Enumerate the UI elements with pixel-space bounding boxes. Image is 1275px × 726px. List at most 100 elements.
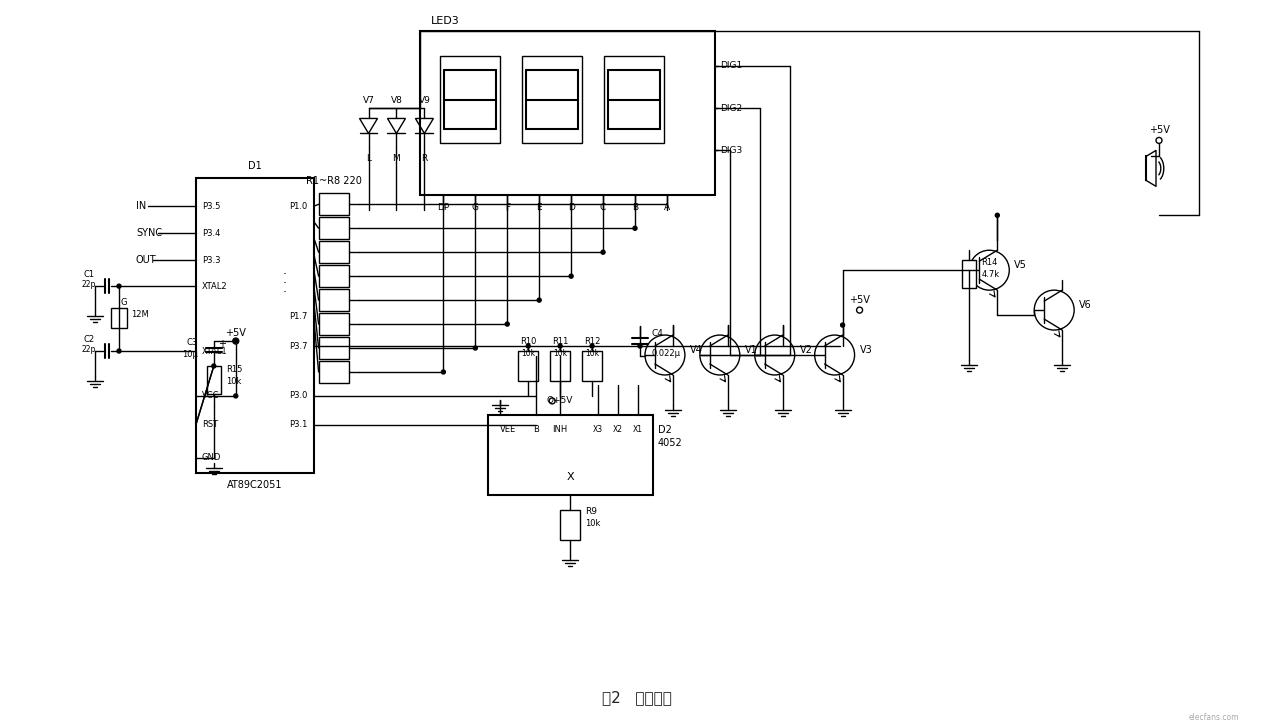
Text: 4.7k: 4.7k (982, 269, 1000, 279)
Text: D2: D2 (658, 425, 672, 435)
Bar (196, 179, 314, 473)
Circle shape (558, 344, 562, 348)
Text: R11: R11 (552, 337, 569, 346)
Bar (111, 308, 128, 328)
Bar (319, 265, 348, 287)
Text: AT89C2051: AT89C2051 (227, 480, 283, 490)
Circle shape (601, 250, 606, 254)
Text: R10: R10 (520, 337, 537, 346)
Text: A: A (664, 203, 669, 212)
Text: C3: C3 (186, 338, 198, 346)
Bar (523, 56, 583, 144)
Text: P3.3: P3.3 (201, 256, 221, 265)
Text: DIG1: DIG1 (720, 61, 742, 70)
Text: P3.5: P3.5 (201, 202, 221, 211)
Text: E: E (537, 203, 542, 212)
Bar (963, 260, 977, 288)
Bar (440, 56, 500, 144)
Circle shape (537, 298, 541, 302)
Text: M: M (393, 154, 400, 163)
Bar (319, 217, 348, 240)
Text: R9: R9 (585, 507, 597, 516)
Text: G: G (472, 203, 479, 212)
Text: B: B (632, 203, 638, 212)
Text: GND: GND (201, 453, 221, 462)
Text: C4: C4 (652, 329, 664, 338)
Text: G: G (121, 298, 128, 306)
Text: 22p: 22p (82, 280, 96, 289)
Text: INH: INH (552, 425, 567, 434)
Circle shape (473, 346, 477, 350)
Text: P3.1: P3.1 (289, 420, 307, 429)
Bar (319, 337, 348, 359)
Bar (319, 241, 348, 264)
Text: 22p: 22p (82, 345, 96, 354)
Text: C: C (601, 203, 606, 212)
Bar (319, 313, 348, 335)
Text: 12M: 12M (131, 309, 149, 319)
Text: OUT: OUT (136, 256, 157, 265)
Text: elecfans.com: elecfans.com (1188, 713, 1239, 722)
Text: +5V: +5V (226, 328, 246, 338)
Text: 10k: 10k (585, 519, 601, 529)
Text: D1: D1 (247, 161, 261, 171)
Circle shape (212, 364, 215, 368)
Text: DIG3: DIG3 (720, 146, 742, 155)
Text: +5V: +5V (849, 295, 870, 305)
Circle shape (117, 349, 121, 353)
Text: R1~R8 220: R1~R8 220 (306, 176, 362, 187)
Text: X2: X2 (613, 425, 623, 434)
Text: .: . (283, 282, 287, 295)
Text: V5: V5 (1015, 260, 1028, 270)
Text: XTAL1: XTAL1 (201, 346, 227, 356)
Text: O+5V: O+5V (547, 396, 574, 405)
Text: X3: X3 (593, 425, 603, 434)
Circle shape (505, 322, 509, 326)
Text: V2: V2 (799, 345, 812, 355)
Text: V1: V1 (745, 345, 757, 355)
Text: V9: V9 (418, 96, 431, 105)
Circle shape (441, 370, 445, 374)
Text: VEE: VEE (500, 425, 516, 434)
Circle shape (638, 344, 643, 348)
Text: .: . (283, 264, 287, 277)
Text: C1: C1 (83, 269, 94, 279)
Text: P3.7: P3.7 (289, 341, 307, 351)
Bar (319, 193, 348, 216)
Bar (560, 510, 580, 539)
Bar (583, 351, 602, 381)
Text: R14: R14 (982, 258, 998, 266)
Text: DIG2: DIG2 (720, 104, 742, 113)
Text: R15: R15 (226, 365, 242, 375)
Text: V6: V6 (1079, 300, 1091, 310)
Text: 4052: 4052 (658, 438, 682, 448)
Text: V3: V3 (859, 345, 872, 355)
Text: B: B (533, 425, 539, 434)
Text: +: + (218, 339, 226, 349)
Text: 10k: 10k (585, 348, 599, 357)
Bar (421, 30, 715, 195)
Circle shape (233, 339, 237, 343)
Bar (207, 366, 221, 394)
Bar (518, 351, 538, 381)
Text: R: R (421, 154, 427, 163)
Text: RST: RST (201, 420, 218, 429)
Bar (551, 351, 570, 381)
Text: .: . (283, 273, 287, 285)
Circle shape (840, 323, 844, 327)
Circle shape (569, 274, 574, 278)
Text: 10k: 10k (226, 378, 241, 386)
Text: V7: V7 (362, 96, 375, 105)
Circle shape (590, 344, 594, 348)
Text: F: F (505, 203, 510, 212)
Text: +5V: +5V (1149, 126, 1169, 136)
Circle shape (527, 344, 530, 348)
Text: SYNC: SYNC (136, 228, 162, 238)
Text: P3.4: P3.4 (201, 229, 221, 237)
Text: 10k: 10k (521, 348, 536, 357)
Circle shape (996, 213, 1000, 217)
Circle shape (632, 227, 638, 230)
Text: P1.0: P1.0 (289, 202, 307, 211)
Text: L: L (366, 154, 371, 163)
Text: IN: IN (136, 201, 147, 211)
